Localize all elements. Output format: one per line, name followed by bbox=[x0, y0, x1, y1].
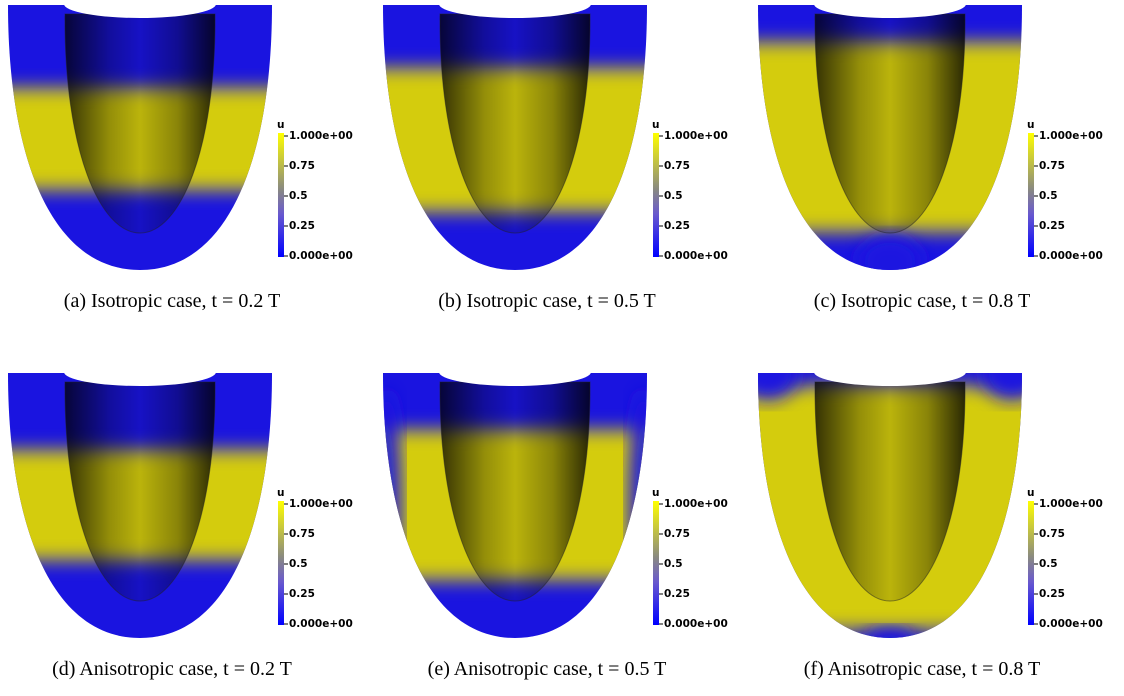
colorbar-title: u bbox=[652, 487, 659, 499]
colorbar-label: 0.5 bbox=[664, 190, 683, 202]
caption: (e) Anisotropic case, t = 0.5 T bbox=[428, 658, 667, 680]
caption: (d) Anisotropic case, t = 0.2 T bbox=[52, 658, 292, 680]
top-mask bbox=[375, 358, 655, 372]
colorbar bbox=[278, 133, 284, 257]
colorbar-title: u bbox=[277, 119, 284, 131]
colorbar-label: 0.25 bbox=[289, 588, 315, 600]
heart-render bbox=[738, 344, 1042, 652]
top-mask bbox=[750, 358, 1030, 372]
caption: (b) Isotropic case, t = 0.5 T bbox=[438, 290, 656, 312]
colorbar-label: 0.000e+00 bbox=[664, 250, 728, 262]
colorbar bbox=[653, 501, 659, 625]
field-low-spot bbox=[858, 236, 922, 288]
colorbar-title: u bbox=[1027, 119, 1034, 131]
heart-render bbox=[0, 368, 290, 648]
top-mask bbox=[375, 0, 655, 4]
heart-render bbox=[365, 0, 665, 280]
figure: u 1.000e+00 0.75 0.5 0.25 0.000e+00 (a) Isotro… bbox=[0, 0, 1124, 696]
colorbar-label: 0.000e+00 bbox=[289, 250, 353, 262]
caption: (f) Anisotropic case, t = 0.8 T bbox=[804, 658, 1040, 680]
colorbar-label: 0.75 bbox=[289, 160, 315, 172]
colorbar-label: 0.25 bbox=[1039, 588, 1065, 600]
colorbar-label: 0.000e+00 bbox=[1039, 618, 1103, 630]
colorbar-label: 0.000e+00 bbox=[1039, 250, 1103, 262]
panels: u 1.000e+00 0.75 0.5 0.25 0.000e+00 (a) Isotro… bbox=[0, 0, 1103, 680]
colorbar-label: 0.75 bbox=[1039, 160, 1065, 172]
top-mask bbox=[0, 0, 280, 4]
colorbar-label: 1.000e+00 bbox=[664, 498, 728, 510]
caption: (c) Isotropic case, t = 0.8 T bbox=[814, 290, 1030, 312]
field-low-spot bbox=[373, 388, 401, 628]
colorbar-label: 0.25 bbox=[664, 588, 690, 600]
colorbar bbox=[653, 133, 659, 257]
colorbar-label: 0.75 bbox=[664, 160, 690, 172]
top-mask bbox=[0, 358, 280, 372]
colorbar-label: 0.5 bbox=[664, 558, 683, 570]
colorbar-label: 0.75 bbox=[664, 528, 690, 540]
colorbar-title: u bbox=[277, 487, 284, 499]
colorbar-label: 0.75 bbox=[289, 528, 315, 540]
colorbar-label: 0.5 bbox=[1039, 190, 1058, 202]
colorbar-label: 0.000e+00 bbox=[289, 618, 353, 630]
heart-render bbox=[740, 0, 1040, 288]
colorbar-label: 0.25 bbox=[664, 220, 690, 232]
colorbar-label: 0.5 bbox=[289, 558, 308, 570]
panel: u 1.000e+00 0.75 0.5 0.25 0.000e+00 (d) Anisot… bbox=[0, 358, 353, 680]
colorbar-label: 0.25 bbox=[289, 220, 315, 232]
colorbar bbox=[278, 501, 284, 625]
heart-render bbox=[0, 0, 290, 280]
panel: u 1.000e+00 0.75 0.5 0.25 0.000e+00 (e) Anisot… bbox=[365, 358, 728, 680]
colorbar-title: u bbox=[652, 119, 659, 131]
field-low-spot bbox=[864, 628, 916, 652]
colorbar-label: 1.000e+00 bbox=[1039, 130, 1103, 142]
colorbar-label: 1.000e+00 bbox=[289, 498, 353, 510]
colorbar-label: 0.5 bbox=[1039, 558, 1058, 570]
colorbar bbox=[1028, 133, 1034, 257]
colorbar-title: u bbox=[1027, 487, 1034, 499]
caption: (a) Isotropic case, t = 0.2 T bbox=[64, 290, 280, 312]
colorbar-label: 0.000e+00 bbox=[664, 618, 728, 630]
panel: u 1.000e+00 0.75 0.5 0.25 0.000e+00 (f) Anisot… bbox=[738, 344, 1103, 680]
panel: u 1.000e+00 0.75 0.5 0.25 0.000e+00 (c) Isotro… bbox=[740, 0, 1103, 312]
field-low-spot bbox=[629, 388, 657, 628]
colorbar-label: 1.000e+00 bbox=[664, 130, 728, 142]
panel: u 1.000e+00 0.75 0.5 0.25 0.000e+00 (b) Isotro… bbox=[365, 0, 728, 312]
top-mask bbox=[750, 0, 1030, 4]
colorbar-label: 1.000e+00 bbox=[1039, 498, 1103, 510]
panel: u 1.000e+00 0.75 0.5 0.25 0.000e+00 (a) Isotro… bbox=[0, 0, 353, 312]
colorbar-label: 0.5 bbox=[289, 190, 308, 202]
colorbar-label: 0.75 bbox=[1039, 528, 1065, 540]
heart-render bbox=[365, 368, 665, 648]
colorbar bbox=[1028, 501, 1034, 625]
colorbar-label: 0.25 bbox=[1039, 220, 1065, 232]
colorbar-label: 1.000e+00 bbox=[289, 130, 353, 142]
